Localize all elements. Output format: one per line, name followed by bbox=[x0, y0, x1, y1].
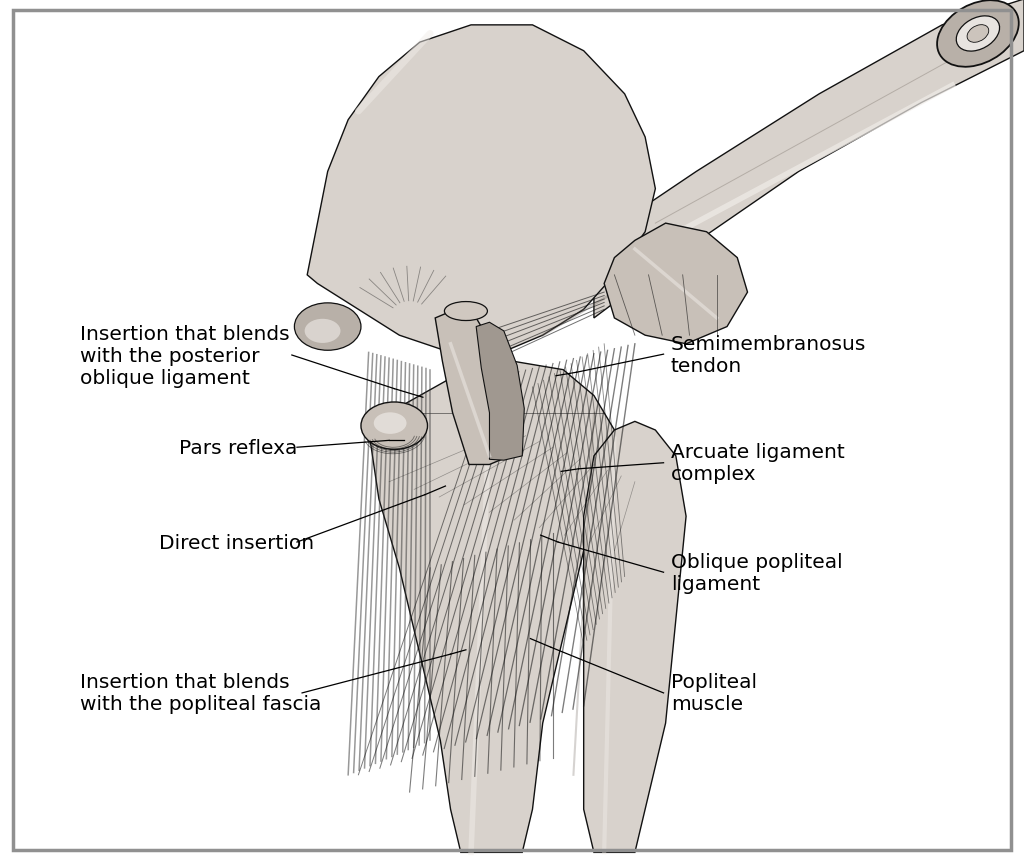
Ellipse shape bbox=[374, 413, 407, 434]
Ellipse shape bbox=[295, 303, 361, 351]
Polygon shape bbox=[594, 0, 1024, 319]
Polygon shape bbox=[604, 224, 748, 344]
Polygon shape bbox=[435, 310, 510, 465]
Text: Popliteal
muscle: Popliteal muscle bbox=[671, 672, 757, 714]
Text: Pars reflexa: Pars reflexa bbox=[179, 438, 298, 457]
Ellipse shape bbox=[305, 319, 340, 344]
Polygon shape bbox=[369, 362, 614, 852]
Polygon shape bbox=[307, 26, 655, 353]
Text: Insertion that blends
with the popliteal fascia: Insertion that blends with the popliteal… bbox=[80, 672, 322, 714]
Ellipse shape bbox=[937, 1, 1019, 68]
Ellipse shape bbox=[967, 26, 989, 43]
Text: Direct insertion: Direct insertion bbox=[159, 533, 313, 552]
Polygon shape bbox=[584, 422, 686, 852]
Text: Insertion that blends
with the posterior
oblique ligament: Insertion that blends with the posterior… bbox=[80, 324, 290, 387]
Ellipse shape bbox=[361, 403, 428, 449]
Ellipse shape bbox=[444, 302, 487, 321]
Ellipse shape bbox=[956, 17, 999, 52]
Text: Oblique popliteal
ligament: Oblique popliteal ligament bbox=[671, 552, 843, 593]
Text: Arcuate ligament
complex: Arcuate ligament complex bbox=[671, 443, 845, 484]
Polygon shape bbox=[476, 323, 524, 461]
Text: Semimembranosus
tendon: Semimembranosus tendon bbox=[671, 334, 866, 375]
